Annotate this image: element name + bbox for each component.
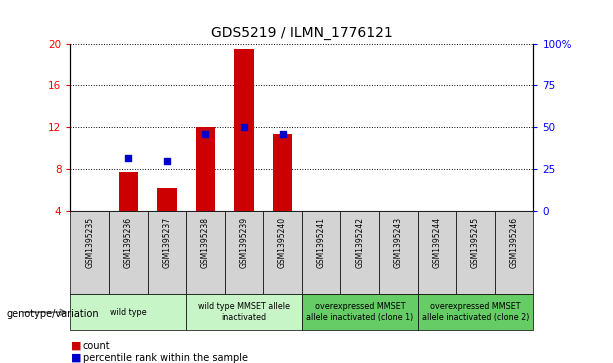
Bar	[340, 211, 379, 294]
Bar	[417, 294, 533, 330]
Text: GSM1395243: GSM1395243	[394, 217, 403, 268]
Bar	[264, 211, 302, 294]
Text: GSM1395239: GSM1395239	[240, 217, 248, 268]
Bar	[234, 49, 254, 211]
Text: percentile rank within the sample: percentile rank within the sample	[83, 352, 248, 363]
Bar	[302, 294, 417, 330]
Text: overexpressed MMSET
allele inactivated (clone 1): overexpressed MMSET allele inactivated (…	[306, 302, 413, 322]
Text: overexpressed MMSET
allele inactivated (clone 2): overexpressed MMSET allele inactivated (…	[422, 302, 529, 322]
Bar	[225, 211, 264, 294]
Text: GSM1395238: GSM1395238	[201, 217, 210, 268]
Text: GSM1395236: GSM1395236	[124, 217, 133, 268]
Text: GSM1395237: GSM1395237	[162, 217, 172, 268]
Title: GDS5219 / ILMN_1776121: GDS5219 / ILMN_1776121	[211, 26, 393, 40]
Text: GSM1395241: GSM1395241	[317, 217, 326, 268]
Text: GSM1395240: GSM1395240	[278, 217, 287, 268]
Point	[278, 131, 287, 137]
Text: GSM1395242: GSM1395242	[356, 217, 364, 268]
Bar	[119, 172, 138, 211]
Point	[123, 155, 133, 161]
Bar	[109, 211, 148, 294]
Text: ■: ■	[70, 352, 81, 363]
Bar	[417, 211, 456, 294]
Bar	[186, 211, 225, 294]
Bar	[186, 294, 302, 330]
Point	[239, 124, 249, 130]
Bar	[456, 211, 495, 294]
Text: wild type: wild type	[110, 308, 147, 317]
Text: genotype/variation: genotype/variation	[6, 309, 99, 319]
Bar	[302, 211, 340, 294]
Text: count: count	[83, 340, 110, 351]
Text: GSM1395245: GSM1395245	[471, 217, 480, 268]
Bar	[70, 294, 186, 330]
Point	[162, 159, 172, 164]
Bar	[273, 134, 292, 211]
Bar	[379, 211, 417, 294]
Text: wild type MMSET allele
inactivated: wild type MMSET allele inactivated	[198, 302, 290, 322]
Bar	[70, 211, 109, 294]
Text: ■: ■	[70, 340, 81, 351]
Bar	[196, 127, 215, 211]
Text: GSM1395235: GSM1395235	[85, 217, 94, 268]
Bar	[495, 211, 533, 294]
Text: GSM1395246: GSM1395246	[509, 217, 519, 268]
Point	[200, 131, 210, 137]
Bar	[158, 188, 177, 211]
Bar	[148, 211, 186, 294]
Text: GSM1395244: GSM1395244	[432, 217, 441, 268]
